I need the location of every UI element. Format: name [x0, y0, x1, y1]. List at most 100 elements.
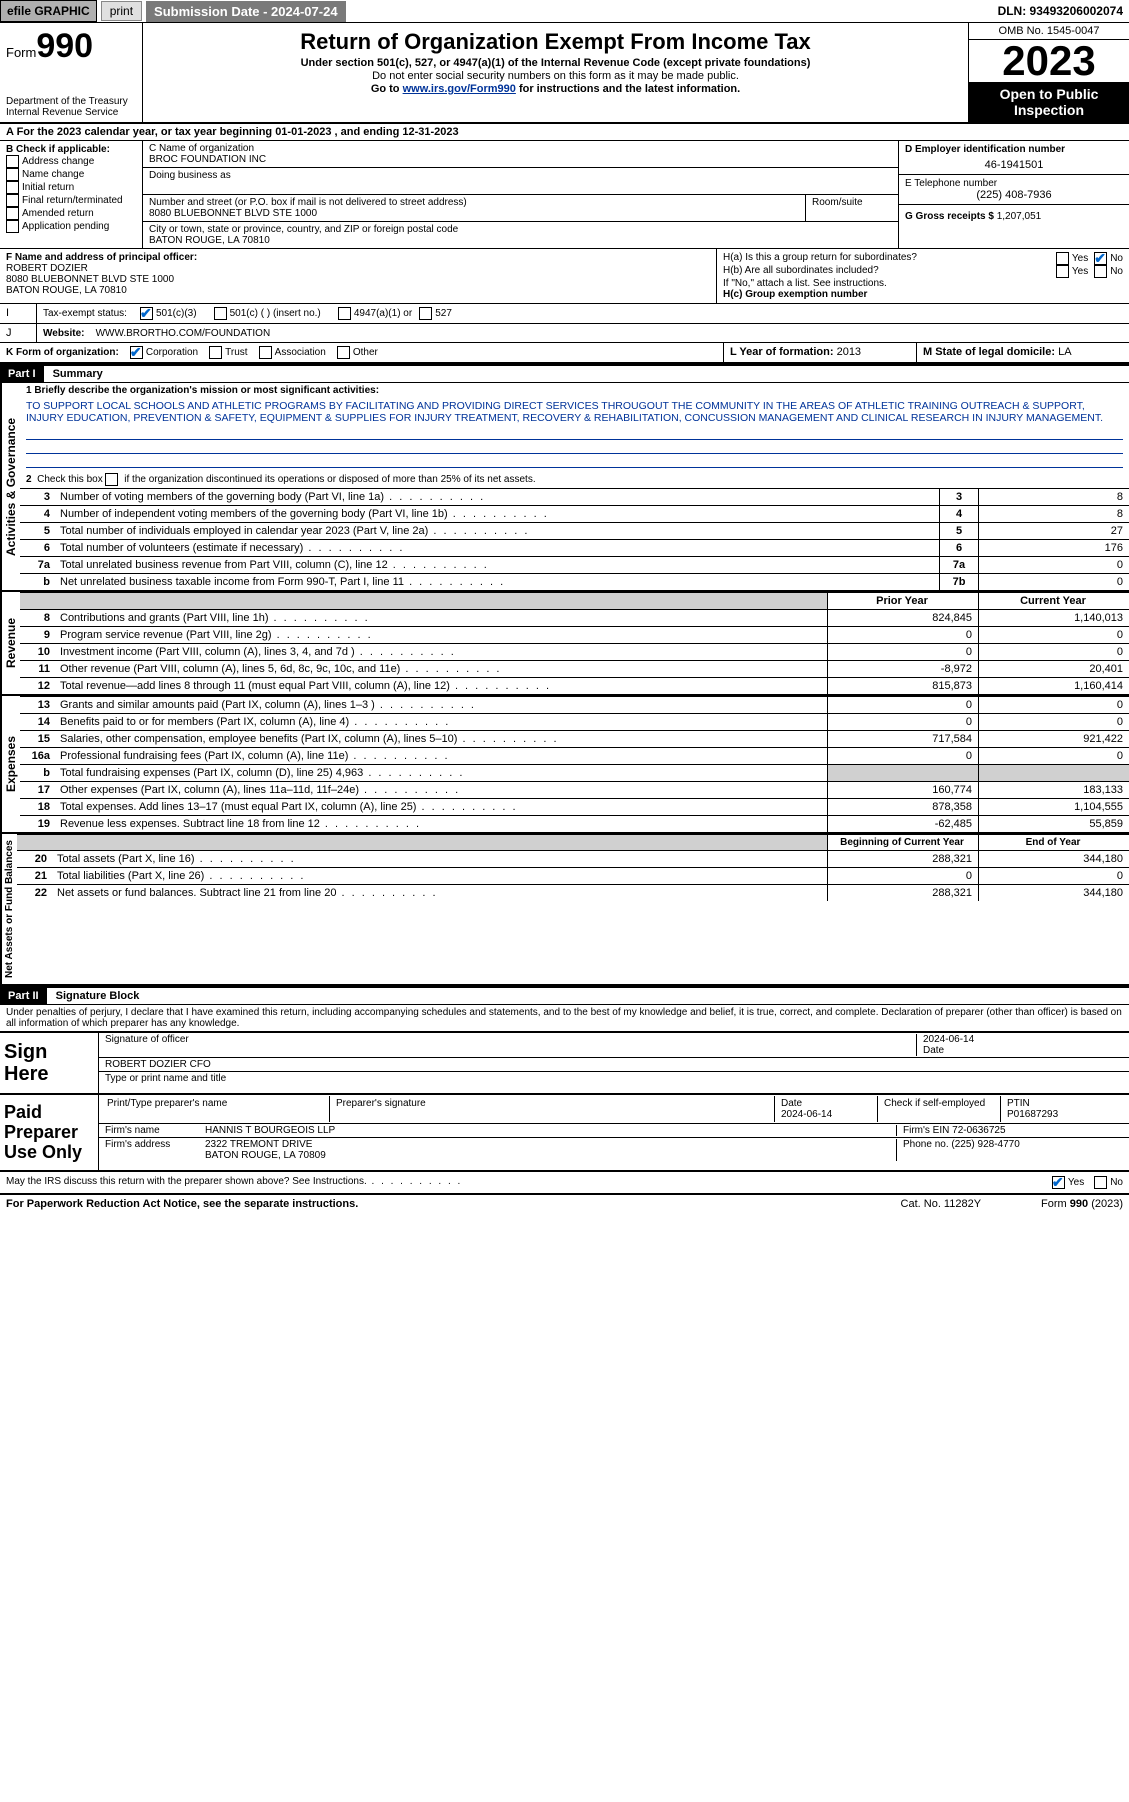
firm-addr1: 2322 TREMONT DRIVE [205, 1139, 312, 1150]
firm-name: HANNIS T BOURGEOIS LLP [205, 1125, 896, 1136]
sign-here-block: Sign Here Signature of officer 2024-06-1… [0, 1031, 1129, 1093]
website-label: Website: [43, 328, 85, 339]
goto-line: Go to www.irs.gov/Form990 for instructio… [151, 83, 960, 95]
box-m-label: M State of legal domicile: [923, 346, 1055, 358]
city-state-zip: BATON ROUGE, LA 70810 [149, 235, 892, 246]
ha-yes[interactable]: Yes [1056, 252, 1088, 265]
q1-label: 1 Briefly describe the organization's mi… [20, 383, 1129, 398]
firm-ein: 72-0636725 [952, 1125, 1005, 1136]
hb-label: H(b) Are all subordinates included? [723, 265, 1056, 278]
firm-addr-label: Firm's address [105, 1139, 205, 1161]
mission-line [26, 457, 1123, 468]
chk-trust[interactable]: Trust [209, 347, 247, 358]
part1-header: Part I [0, 366, 44, 382]
officer-printed-name: ROBERT DOZIER CFO [105, 1059, 211, 1070]
subtitle-2: Do not enter social security numbers on … [151, 70, 960, 82]
chk-final-return[interactable]: Final return/terminated [6, 194, 136, 207]
subtitle-1: Under section 501(c), 527, or 4947(a)(1)… [151, 57, 960, 69]
room-suite-label: Room/suite [805, 195, 898, 221]
form-number: Form990 [6, 27, 136, 66]
prep-name-label: Print/Type preparer's name [105, 1096, 329, 1122]
chk-assoc[interactable]: Association [259, 347, 326, 358]
chk-application-pending[interactable]: Application pending [6, 220, 136, 233]
form-footer: Form 990 (2023) [1041, 1198, 1123, 1210]
topbar: efile GRAPHIC print Submission Date - 20… [0, 0, 1129, 23]
box-k-label: K Form of organization: [6, 347, 119, 358]
chk-527[interactable]: 527 [419, 308, 452, 319]
ein-value: 46-1941501 [905, 155, 1123, 171]
paid-preparer-label: Paid Preparer Use Only [0, 1095, 99, 1170]
col-begin: Beginning of Current Year [828, 835, 979, 851]
discuss-question: May the IRS discuss this return with the… [6, 1176, 1052, 1189]
box-f-label: F Name and address of principal officer: [6, 252, 710, 263]
governance-table: 3Number of voting members of the governi… [20, 488, 1129, 590]
hb-note: If "No," attach a list. See instructions… [723, 278, 1123, 289]
ha-no[interactable]: No [1094, 252, 1123, 265]
addr-label: Number and street (or P.O. box if mail i… [149, 197, 799, 208]
tax-year: 2023 [969, 40, 1129, 82]
chk-name-change[interactable]: Name change [6, 168, 136, 181]
dln: DLN: 93493206002074 [992, 1, 1129, 21]
discuss-yes[interactable]: Yes [1052, 1176, 1084, 1189]
tab-expenses: Expenses [0, 696, 20, 832]
paperwork-notice: For Paperwork Reduction Act Notice, see … [6, 1198, 358, 1210]
open-inspection: Open to Public Inspection [969, 82, 1129, 122]
col-current: Current Year [979, 593, 1129, 610]
state-domicile: LA [1058, 346, 1071, 358]
website-value: WWW.BRORTHO.COM/FOUNDATION [96, 328, 271, 339]
row-a-period: A For the 2023 calendar year, or tax yea… [0, 124, 1129, 141]
org-name: BROC FOUNDATION INC [149, 154, 892, 165]
self-employed-check[interactable]: Check if self-employed [877, 1096, 1000, 1122]
col-end: End of Year [979, 835, 1129, 851]
phone-value: (225) 408-7936 [905, 189, 1123, 201]
city-label: City or town, state or province, country… [149, 224, 892, 235]
discuss-no[interactable]: No [1094, 1176, 1123, 1189]
hb-yes[interactable]: Yes [1056, 265, 1088, 278]
hb-no[interactable]: No [1094, 265, 1123, 278]
prep-date: 2024-06-14 [781, 1109, 832, 1120]
ha-label: H(a) Is this a group return for subordin… [723, 252, 1056, 265]
hc-label: H(c) Group exemption number [723, 289, 1123, 300]
paid-preparer-block: Paid Preparer Use Only Print/Type prepar… [0, 1093, 1129, 1172]
box-c-label: C Name of organization [149, 143, 892, 154]
street-address: 8080 BLUEBONNET BLVD STE 1000 [149, 208, 799, 219]
q2-checkbox-line: 2 Check this box if the organization dis… [20, 471, 1129, 488]
print-button[interactable]: print [101, 1, 142, 21]
box-d-label: D Employer identification number [905, 144, 1123, 155]
firm-addr2: BATON ROUGE, LA 70809 [205, 1150, 326, 1161]
chk-other[interactable]: Other [337, 347, 378, 358]
chk-amended-return[interactable]: Amended return [6, 207, 136, 220]
tax-exempt-label: Tax-exempt status: [43, 308, 127, 319]
form-title: Return of Organization Exempt From Incom… [151, 29, 960, 55]
tab-net-assets: Net Assets or Fund Balances [0, 834, 17, 984]
officer-addr2: BATON ROUGE, LA 70810 [6, 285, 710, 296]
chk-501c3[interactable]: 501(c)(3) [140, 308, 197, 319]
chk-501c[interactable]: 501(c) ( ) (insert no.) [214, 308, 321, 319]
sign-here-label: Sign Here [0, 1033, 99, 1093]
firm-phone: (225) 928-4770 [951, 1139, 1019, 1150]
tab-governance: Activities & Governance [0, 383, 20, 590]
irs-link[interactable]: www.irs.gov/Form990 [403, 83, 516, 95]
mission-line [26, 429, 1123, 440]
mission-line [26, 443, 1123, 454]
chk-corp[interactable]: Corporation [130, 347, 198, 358]
chk-4947[interactable]: 4947(a)(1) or [338, 308, 412, 319]
officer-addr1: 8080 BLUEBONNET BLVD STE 1000 [6, 274, 710, 285]
expenses-table: 13Grants and similar amounts paid (Part … [20, 696, 1129, 832]
ptin-value: P01687293 [1007, 1109, 1058, 1120]
penalties-text: Under penalties of perjury, I declare th… [0, 1005, 1129, 1031]
form-header: Form990 Department of the Treasury Inter… [0, 23, 1129, 124]
part2-header: Part II [0, 988, 47, 1004]
year-formation: 2013 [837, 346, 861, 358]
chk-discontinued[interactable] [105, 473, 118, 486]
submission-date: Submission Date - 2024-07-24 [146, 1, 346, 22]
gross-receipts: 1,207,051 [997, 211, 1042, 222]
efile-label: efile GRAPHIC [0, 0, 97, 22]
sig-officer-label: Signature of officer [105, 1034, 916, 1056]
irs-label: Internal Revenue Service [6, 107, 136, 118]
dept-treasury: Department of the Treasury [6, 96, 136, 107]
chk-initial-return[interactable]: Initial return [6, 181, 136, 194]
chk-address-change[interactable]: Address change [6, 155, 136, 168]
part2-title: Signature Block [50, 988, 146, 1004]
box-l-label: L Year of formation: [730, 346, 834, 358]
